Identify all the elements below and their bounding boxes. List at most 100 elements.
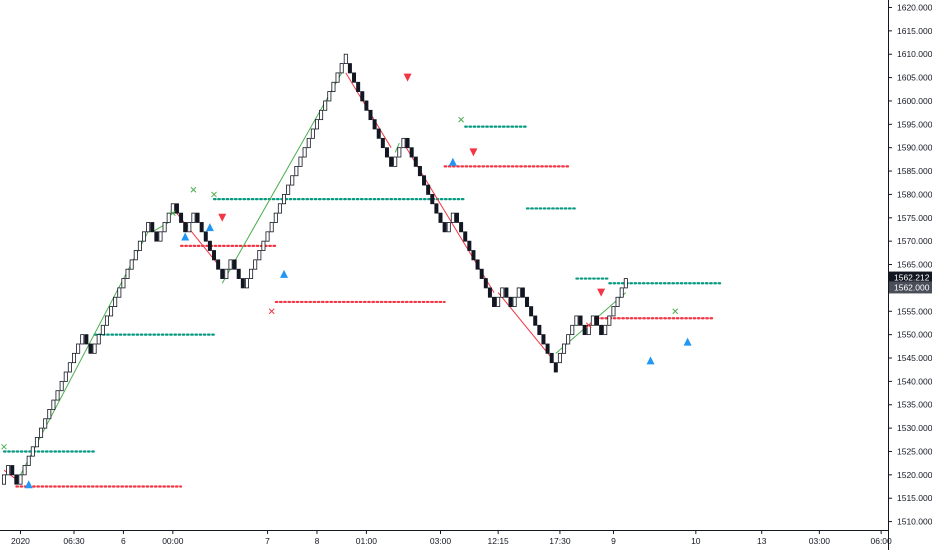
renko-brick-up[interactable] [286,184,291,195]
renko-brick-up[interactable] [570,324,575,336]
renko-brick-up[interactable] [47,409,52,420]
renko-brick-up[interactable] [244,278,249,289]
renko-brick-down[interactable] [582,324,587,336]
renko-brick-down[interactable] [438,212,443,223]
renko-brick-up[interactable] [72,352,77,364]
renko-brick-down[interactable] [360,91,365,102]
renko-brick-up[interactable] [55,390,60,401]
renko-brick-down[interactable] [545,343,550,354]
renko-brick-up[interactable] [257,250,262,261]
renko-brick-down[interactable] [216,259,221,270]
renko-brick-down[interactable] [372,119,377,130]
renko-brick-up[interactable] [109,306,114,317]
renko-brick-up[interactable] [319,109,324,121]
renko-brick-down[interactable] [471,250,476,261]
renko-brick-up[interactable] [187,222,192,233]
renko-brick-up[interactable] [450,212,455,223]
renko-brick-up[interactable] [512,296,517,307]
renko-brick-down[interactable] [220,268,225,279]
renko-brick-up[interactable] [273,212,278,223]
renko-brick-down[interactable] [364,100,369,111]
renko-brick-up[interactable] [67,362,72,373]
renko-brick-up[interactable] [113,296,118,307]
renko-brick-down[interactable] [199,222,204,233]
renko-brick-down[interactable] [467,240,472,251]
renko-brick-up[interactable] [607,315,612,326]
renko-brick-up[interactable] [282,194,287,205]
renko-brick-up[interactable] [142,231,147,242]
renko-brick-up[interactable] [92,343,97,354]
renko-brick-down[interactable] [409,147,414,158]
renko-brick-down[interactable] [389,156,394,167]
renko-brick-up[interactable] [623,278,628,289]
renko-brick-up[interactable] [401,137,406,149]
renko-brick-down[interactable] [549,352,554,364]
renko-brick-down[interactable] [174,203,179,214]
renko-brick-down[interactable] [413,156,418,167]
renko-brick-down[interactable] [529,306,534,317]
renko-brick-up[interactable] [339,63,344,74]
renko-brick-down[interactable] [594,315,599,326]
renko-brick-up[interactable] [43,418,48,429]
renko-brick-up[interactable] [516,287,521,298]
renko-brick-down[interactable] [520,287,525,298]
renko-brick-up[interactable] [603,324,608,336]
renko-brick-down[interactable] [463,231,468,242]
renko-brick-down[interactable] [212,250,217,261]
renko-brick-up[interactable] [166,212,171,223]
renko-brick-up[interactable] [121,278,126,289]
renko-brick-down[interactable] [533,315,538,326]
renko-brick-up[interactable] [261,240,266,251]
renko-brick-up[interactable] [249,268,254,279]
renko-brick-up[interactable] [302,147,307,158]
renko-brick-up[interactable] [96,334,101,345]
renko-brick-down[interactable] [88,343,93,354]
renko-brick-up[interactable] [323,100,328,111]
renko-brick-down[interactable] [479,268,484,279]
renko-brick-up[interactable] [30,446,35,457]
renko-brick-up[interactable] [6,465,11,476]
renko-brick-up[interactable] [104,315,109,326]
renko-brick-down[interactable] [487,287,492,298]
renko-brick-up[interactable] [80,334,85,345]
renko-brick-up[interactable] [34,437,39,448]
renko-brick-up[interactable] [59,380,64,392]
renko-brick-up[interactable] [343,53,348,64]
renko-brick-down[interactable] [195,212,200,223]
renko-brick-down[interactable] [553,362,558,373]
renko-brick-down[interactable] [380,137,385,149]
renko-brick-down[interactable] [430,194,435,205]
renko-brick-down[interactable] [10,465,15,476]
renko-brick-down[interactable] [240,278,245,289]
renko-brick-up[interactable] [298,156,303,167]
renko-brick-up[interactable] [590,315,595,326]
renko-brick-up[interactable] [26,455,31,466]
renko-brick-down[interactable] [422,175,427,186]
renko-brick-up[interactable] [265,231,270,242]
renko-brick-down[interactable] [179,212,184,223]
renko-brick-up[interactable] [117,287,122,298]
renko-brick-up[interactable] [269,222,274,233]
renko-brick-up[interactable] [51,399,56,410]
renko-brick-up[interactable] [277,203,282,214]
renko-brick-down[interactable] [524,296,529,307]
renko-brick-down[interactable] [504,287,509,298]
renko-brick-up[interactable] [100,324,105,336]
renko-brick-down[interactable] [417,165,422,177]
renko-brick-down[interactable] [426,184,431,195]
renko-brick-down[interactable] [14,474,19,485]
renko-brick-down[interactable] [376,128,381,139]
renko-brick-up[interactable] [393,156,398,167]
renko-brick-up[interactable] [314,119,319,130]
renko-brick-up[interactable] [162,222,167,233]
renko-brick-up[interactable] [446,222,451,233]
renko-brick-down[interactable] [454,212,459,223]
renko-brick-up[interactable] [133,250,138,261]
renko-brick-up[interactable] [310,128,315,139]
renko-brick-down[interactable] [368,109,373,121]
renko-brick-down[interactable] [232,259,237,270]
renko-brick-down[interactable] [442,222,447,233]
plot-area[interactable] [0,0,888,530]
renko-brick-up[interactable] [253,259,258,270]
